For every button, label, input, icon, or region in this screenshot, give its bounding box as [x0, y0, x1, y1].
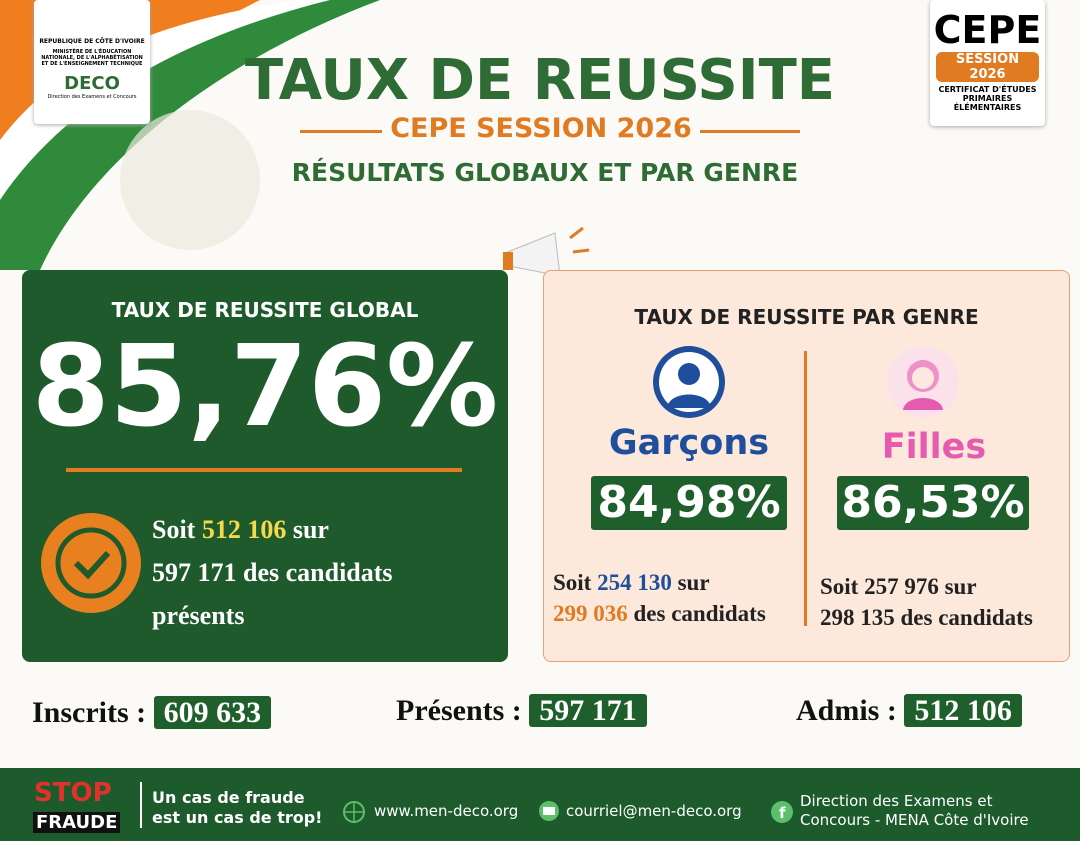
global-panel: TAUX DE REUSSITE GLOBAL 85,76% Soit 512 …: [22, 270, 508, 662]
text: Un cas de fraude: [152, 788, 305, 807]
check-badge: [41, 513, 141, 613]
divider: [140, 782, 142, 828]
rule: [700, 130, 800, 133]
girls-rate: 86,53%: [837, 476, 1029, 530]
stop: STOP: [34, 778, 112, 808]
text: 298 135 des candidats: [820, 605, 1033, 630]
stat-label: Inscrits :: [32, 696, 147, 729]
logo-brand: DECO: [64, 73, 120, 94]
badge-line: CERTIFICAT D'ÉTUDES: [938, 85, 1037, 94]
badge-session: SESSION 2026: [936, 52, 1039, 82]
cepe-badge: CEPE SESSION 2026 CERTIFICAT D'ÉTUDES PR…: [930, 0, 1045, 126]
girls-detail: Soit 257 976 sur 298 135 des candidats: [820, 571, 1033, 633]
badge-line: ÉLÉMENTAIRES: [953, 103, 1022, 112]
divider: [804, 351, 807, 626]
gender-title: TAUX DE REUSSITE PAR GENRE: [634, 305, 979, 329]
logo-ministry: NATIONALE, DE L'ALPHABÉTISATION: [41, 55, 143, 61]
boys-detail: Soit 254 130 sur 299 036 des candidats: [553, 567, 766, 629]
logo-ministry: MINISTÈRE DE L'ÉDUCATION: [52, 49, 132, 55]
global-title: TAUX DE REUSSITE GLOBAL: [111, 298, 419, 322]
text: des candidats: [633, 601, 766, 626]
text: sur: [677, 570, 710, 595]
stat-value: 609 633: [153, 696, 272, 729]
text: Direction des Examens et: [800, 792, 993, 810]
boys-label: Garçons: [608, 423, 770, 463]
global-rate: 85,76%: [31, 322, 499, 452]
facebook-icon: f: [771, 801, 793, 823]
email: courriel@men-deco.org: [566, 802, 742, 820]
stat-label: Présents :: [396, 694, 522, 727]
direction: Direction des Examens et Concours - MENA …: [800, 792, 1029, 830]
slogan: Un cas de fraude est un cas de trop!: [152, 788, 322, 828]
badge-line: PRIMAIRES: [962, 94, 1013, 103]
heading: RÉSULTATS GLOBAUX ET PAR GENRE: [291, 158, 799, 187]
rule: [66, 468, 462, 472]
rule: [300, 130, 382, 133]
mail-icon: [539, 801, 559, 821]
logo-ministry: ET DE L'ENSEIGNEMENT TECHNIQUE: [41, 61, 143, 67]
text: Soit: [152, 515, 196, 544]
logo-caption: Direction des Examens et Concours: [47, 94, 137, 100]
stat-label: Admis :: [796, 694, 897, 727]
text: Soit: [553, 570, 592, 595]
boys-rate: 84,98%: [591, 476, 787, 530]
logo: REPUBLIQUE DE CÔTE D'IVOIRE MINISTÈRE DE…: [34, 0, 150, 124]
text: présents: [152, 601, 245, 630]
global-detail: Soit 512 106 sur 597 171 des candidats p…: [152, 508, 393, 637]
text: Concours - MENA Côte d'Ivoire: [800, 811, 1029, 829]
girls-label: Filles: [881, 427, 987, 467]
text: Soit 257 976 sur: [820, 574, 977, 599]
title: TAUX DE REUSSITE: [244, 48, 836, 113]
stat-value: 512 106: [904, 694, 1022, 727]
fraude: FRAUDE: [33, 812, 121, 833]
boy-icon: [653, 346, 725, 418]
logo-country: REPUBLIQUE DE CÔTE D'IVOIRE: [39, 38, 145, 45]
text: est un cas de trop!: [152, 808, 323, 827]
subtitle: CEPE SESSION 2026: [390, 113, 692, 144]
stat: Admis : 512 106: [796, 694, 1022, 728]
website: www.men-deco.org: [374, 802, 519, 820]
admitted: 254 130: [597, 570, 672, 595]
text: sur: [292, 515, 329, 544]
stat-value: 597 171: [529, 694, 647, 727]
stat: Inscrits : 609 633: [32, 696, 272, 730]
svg-text:f: f: [779, 804, 786, 822]
text: 597 171 des candidats: [152, 558, 393, 587]
footer: STOP FRAUDE Un cas de fraude est un cas d…: [0, 768, 1080, 841]
stat: Présents : 597 171: [396, 694, 647, 728]
globe-icon: [343, 801, 365, 823]
gender-panel: TAUX DE REUSSITE PAR GENRE Garçons 84,98…: [543, 270, 1070, 662]
badge-name: CEPE: [933, 8, 1042, 52]
girl-icon: [887, 346, 959, 418]
admitted: 512 106: [201, 515, 287, 544]
present: 299 036: [553, 601, 628, 626]
